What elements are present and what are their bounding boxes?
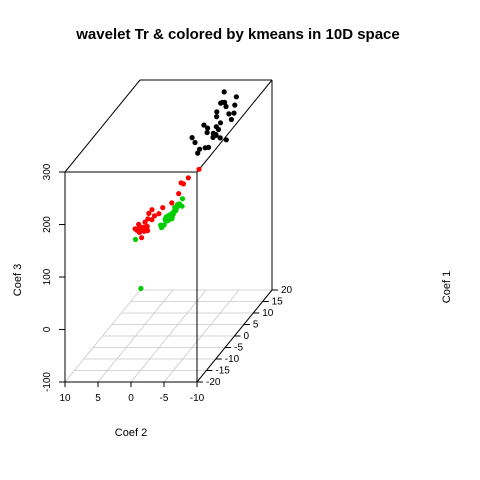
z-tick-label: 200	[42, 216, 53, 233]
data-point	[221, 89, 227, 95]
x-tick-label: 10	[59, 393, 71, 404]
data-point	[219, 99, 225, 105]
x-tick-label: -10	[190, 393, 205, 404]
z-tick-label: 0	[42, 326, 53, 332]
y-tick-label: 0	[244, 331, 250, 342]
y-tick-label: -20	[206, 377, 221, 388]
data-point	[173, 207, 179, 213]
data-point	[201, 122, 207, 128]
data-point	[214, 109, 220, 115]
y-axis-label: Coef 1	[441, 271, 453, 303]
data-point	[195, 150, 201, 156]
y-tick-label: 20	[281, 285, 293, 296]
data-point	[214, 114, 220, 120]
y-tick-label: -5	[234, 343, 243, 354]
data-point	[196, 166, 202, 172]
chart-title: wavelet Tr & colored by kmeans in 10D sp…	[75, 26, 399, 43]
data-point	[179, 196, 186, 202]
data-point	[164, 218, 170, 224]
data-point	[192, 139, 198, 146]
data-point	[213, 131, 219, 138]
data-points	[132, 89, 239, 292]
z-axis-label: Coef 3	[12, 264, 24, 296]
plot-box	[64, 79, 273, 383]
box-edge	[64, 79, 141, 173]
y-tick-label: 5	[253, 320, 259, 331]
data-point	[204, 129, 210, 136]
axis-ticks: 10 5 0 -5 -10-20-15-10-505101520-10001002003…	[42, 163, 293, 404]
x-axis-label: Coef 2	[115, 427, 147, 439]
data-point	[217, 135, 223, 141]
floor-grid	[64, 289, 273, 383]
data-point	[202, 145, 208, 151]
data-point	[132, 226, 138, 232]
data-point	[169, 200, 175, 206]
data-point	[149, 207, 155, 213]
data-point	[231, 110, 237, 116]
data-point	[178, 180, 184, 186]
data-point	[223, 137, 229, 143]
data-point	[138, 285, 144, 292]
y-tick-label: 10	[262, 308, 274, 319]
y-tick-label: 15	[272, 297, 284, 308]
x-tick-label: 0	[128, 393, 134, 404]
data-point	[156, 211, 162, 217]
data-point	[189, 135, 195, 141]
data-point	[132, 236, 139, 243]
y-tick-label: -15	[215, 366, 230, 377]
data-point	[149, 217, 155, 223]
data-point	[217, 120, 224, 126]
data-point	[136, 223, 142, 229]
data-point	[176, 201, 182, 207]
y-tick-label: -10	[225, 354, 240, 365]
data-point	[205, 125, 211, 131]
x-tick-label: -5	[160, 393, 169, 404]
data-point	[139, 235, 145, 241]
data-point	[223, 103, 229, 110]
data-point	[169, 210, 175, 216]
z-tick-label: 100	[42, 268, 53, 285]
box-edge	[196, 79, 273, 173]
data-point	[146, 210, 152, 216]
data-point	[226, 111, 232, 117]
data-point	[232, 102, 238, 108]
x-tick-label: 5	[95, 393, 101, 404]
data-point	[141, 228, 147, 234]
data-point	[161, 222, 167, 228]
data-point	[185, 175, 191, 181]
data-point	[213, 124, 219, 130]
data-point	[160, 205, 166, 211]
z-tick-label: -100	[42, 372, 53, 392]
data-point	[228, 116, 234, 123]
data-point	[142, 219, 148, 225]
data-point	[233, 94, 239, 100]
data-point	[151, 213, 158, 219]
z-tick-label: 300	[42, 163, 53, 180]
data-point	[176, 191, 182, 197]
data-point	[197, 146, 203, 152]
